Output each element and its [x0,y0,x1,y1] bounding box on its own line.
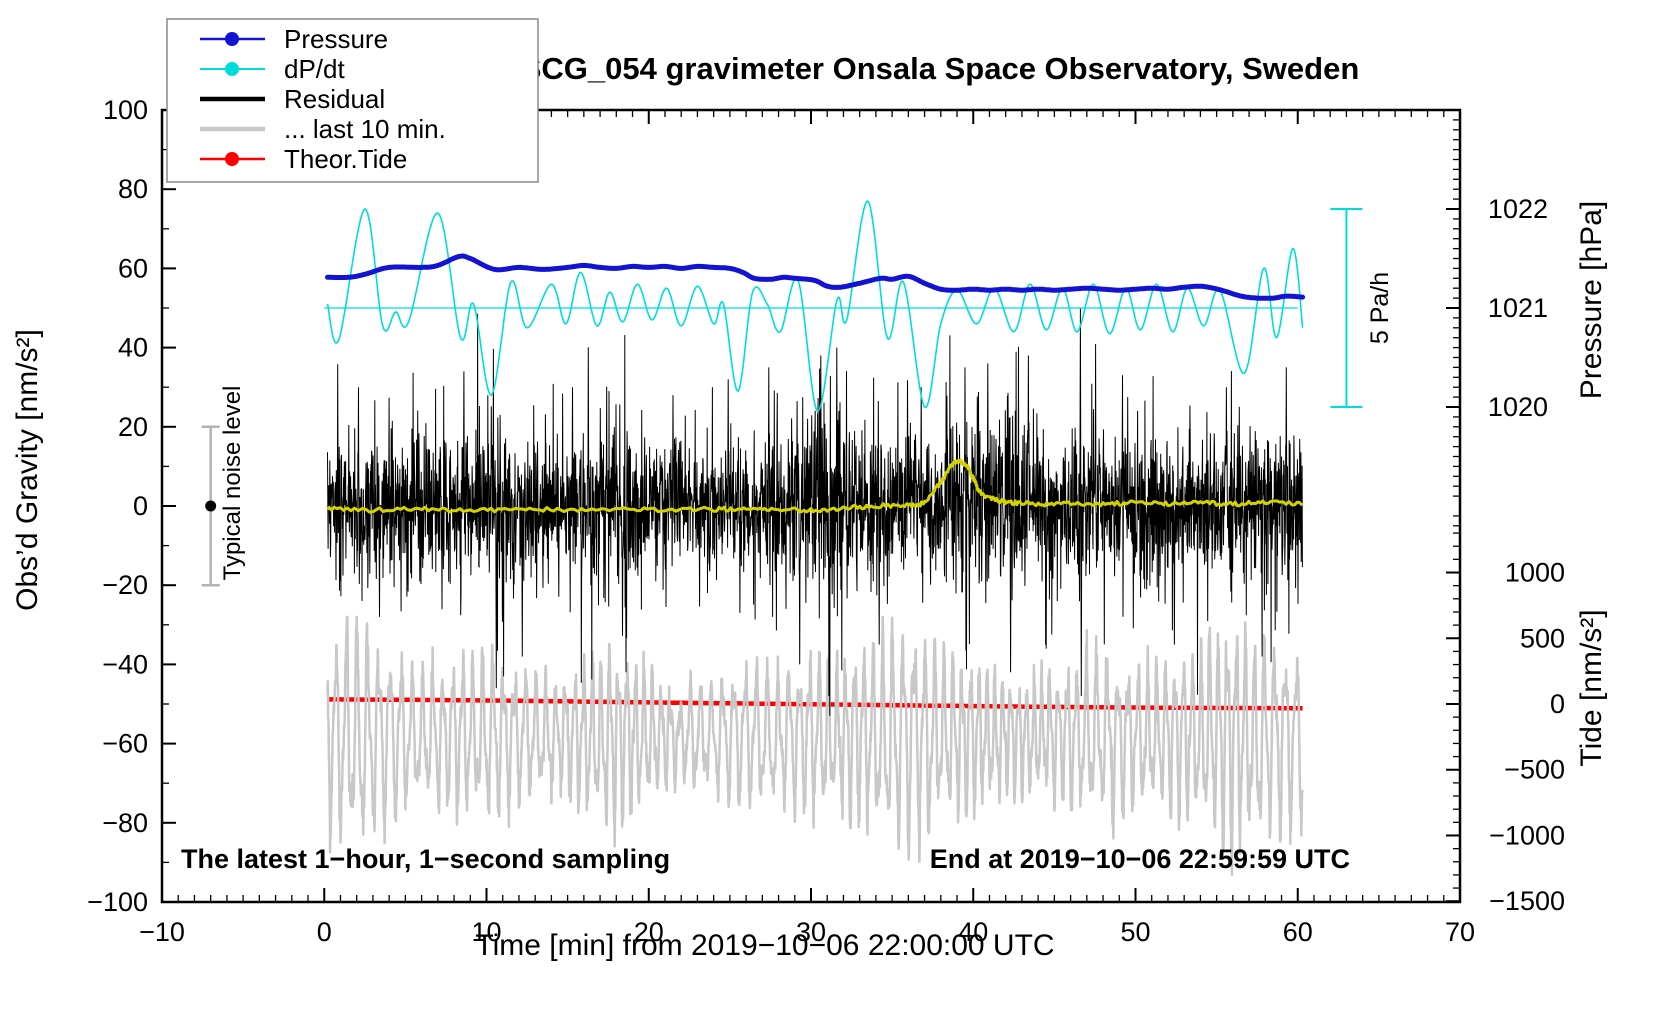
legend-item-label: Pressure [284,24,388,54]
legend-item: dP/dt [200,54,345,84]
x-tick-label: 70 [1445,917,1475,947]
axis-ticks-layer: −10 0 10 20 30 40 50 60 70−100−80−60−40−20020406… [87,95,1565,947]
x-tick-label: 10 [471,917,501,947]
tide-tick-label: −1500 [1489,886,1565,916]
legend-item: Residual [200,84,385,114]
y-left-tick-label: 40 [118,333,148,363]
y-left-tick-label: −80 [102,808,148,838]
chart-title: SCG_054 gravimeter Onsala Space Observat… [521,51,1360,86]
pressure-rate-label: 5 Pa/h [1366,272,1394,344]
y-left-tick-label: 20 [118,412,148,442]
tide-tick-label: −1000 [1489,820,1565,850]
y-left-tick-label: 0 [133,491,148,521]
plot-frame [160,108,1462,904]
y-left-tick-label: 60 [118,253,148,283]
pressure-tick-label: 1022 [1488,194,1548,224]
legend-item: Theor.Tide [200,144,407,174]
x-tick-label: 20 [634,917,664,947]
x-tick-label: −10 [139,917,185,947]
x-tick-label: 60 [1283,917,1313,947]
legend-item-label: Residual [284,84,385,114]
legend-item-label: dP/dt [284,54,345,84]
tide-tick-label: 500 [1520,623,1565,653]
y-left-tick-label: −100 [87,887,148,917]
series-pressure-line [325,253,1306,301]
tide-tick-label: −500 [1504,755,1565,785]
legend-item: Pressure [200,24,388,54]
series-dpdt-line [326,200,1304,413]
series-layer [324,200,1306,877]
x-tick-label: 30 [796,917,826,947]
x-axis-label: Time [min] from 2019−10−06 22:00:00 UTC [475,929,1054,962]
pressure-tick-label: 1021 [1488,293,1548,323]
end-time-note: End at 2019−10−06 22:59:59 UTC [930,844,1350,874]
legend-item-label: ... last 10 min. [284,114,446,144]
series-last10min-line [326,615,1304,877]
series-residual-smoothed-line [326,458,1304,514]
series-residual-line [327,307,1303,716]
annotation-layer [201,208,1363,587]
legend-marker-dot [225,152,239,166]
y-left-tick-label: 80 [118,174,148,204]
noise-bar-dot [205,500,217,512]
legend-item: ... last 10 min. [200,114,446,144]
sampling-note: The latest 1−hour, 1−second sampling [181,844,670,874]
tide-tick-label: 1000 [1505,558,1565,588]
x-tick-label: 50 [1120,917,1150,947]
y-right-pressure-label: Pressure [hPa] [1575,201,1608,399]
y-left-tick-label: −40 [102,649,148,679]
noise-bar-label: Typical noise level [219,386,246,581]
y-left-tick-label: −60 [102,729,148,759]
x-tick-label: 40 [958,917,988,947]
x-tick-label: 0 [317,917,332,947]
y-right-tide-label: Tide [nm/s²] [1575,609,1608,766]
y-left-axis-label: Obs’d Gravity [nm/s²] [11,329,44,611]
legend-marker-dot [225,62,239,76]
legend-marker-dot [225,32,239,46]
legend-item-label: Theor.Tide [284,144,407,174]
tide-tick-label: 0 [1550,689,1565,719]
y-left-tick-label: 100 [103,95,148,125]
y-left-tick-label: −20 [102,570,148,600]
pressure-tick-label: 1020 [1488,392,1548,422]
